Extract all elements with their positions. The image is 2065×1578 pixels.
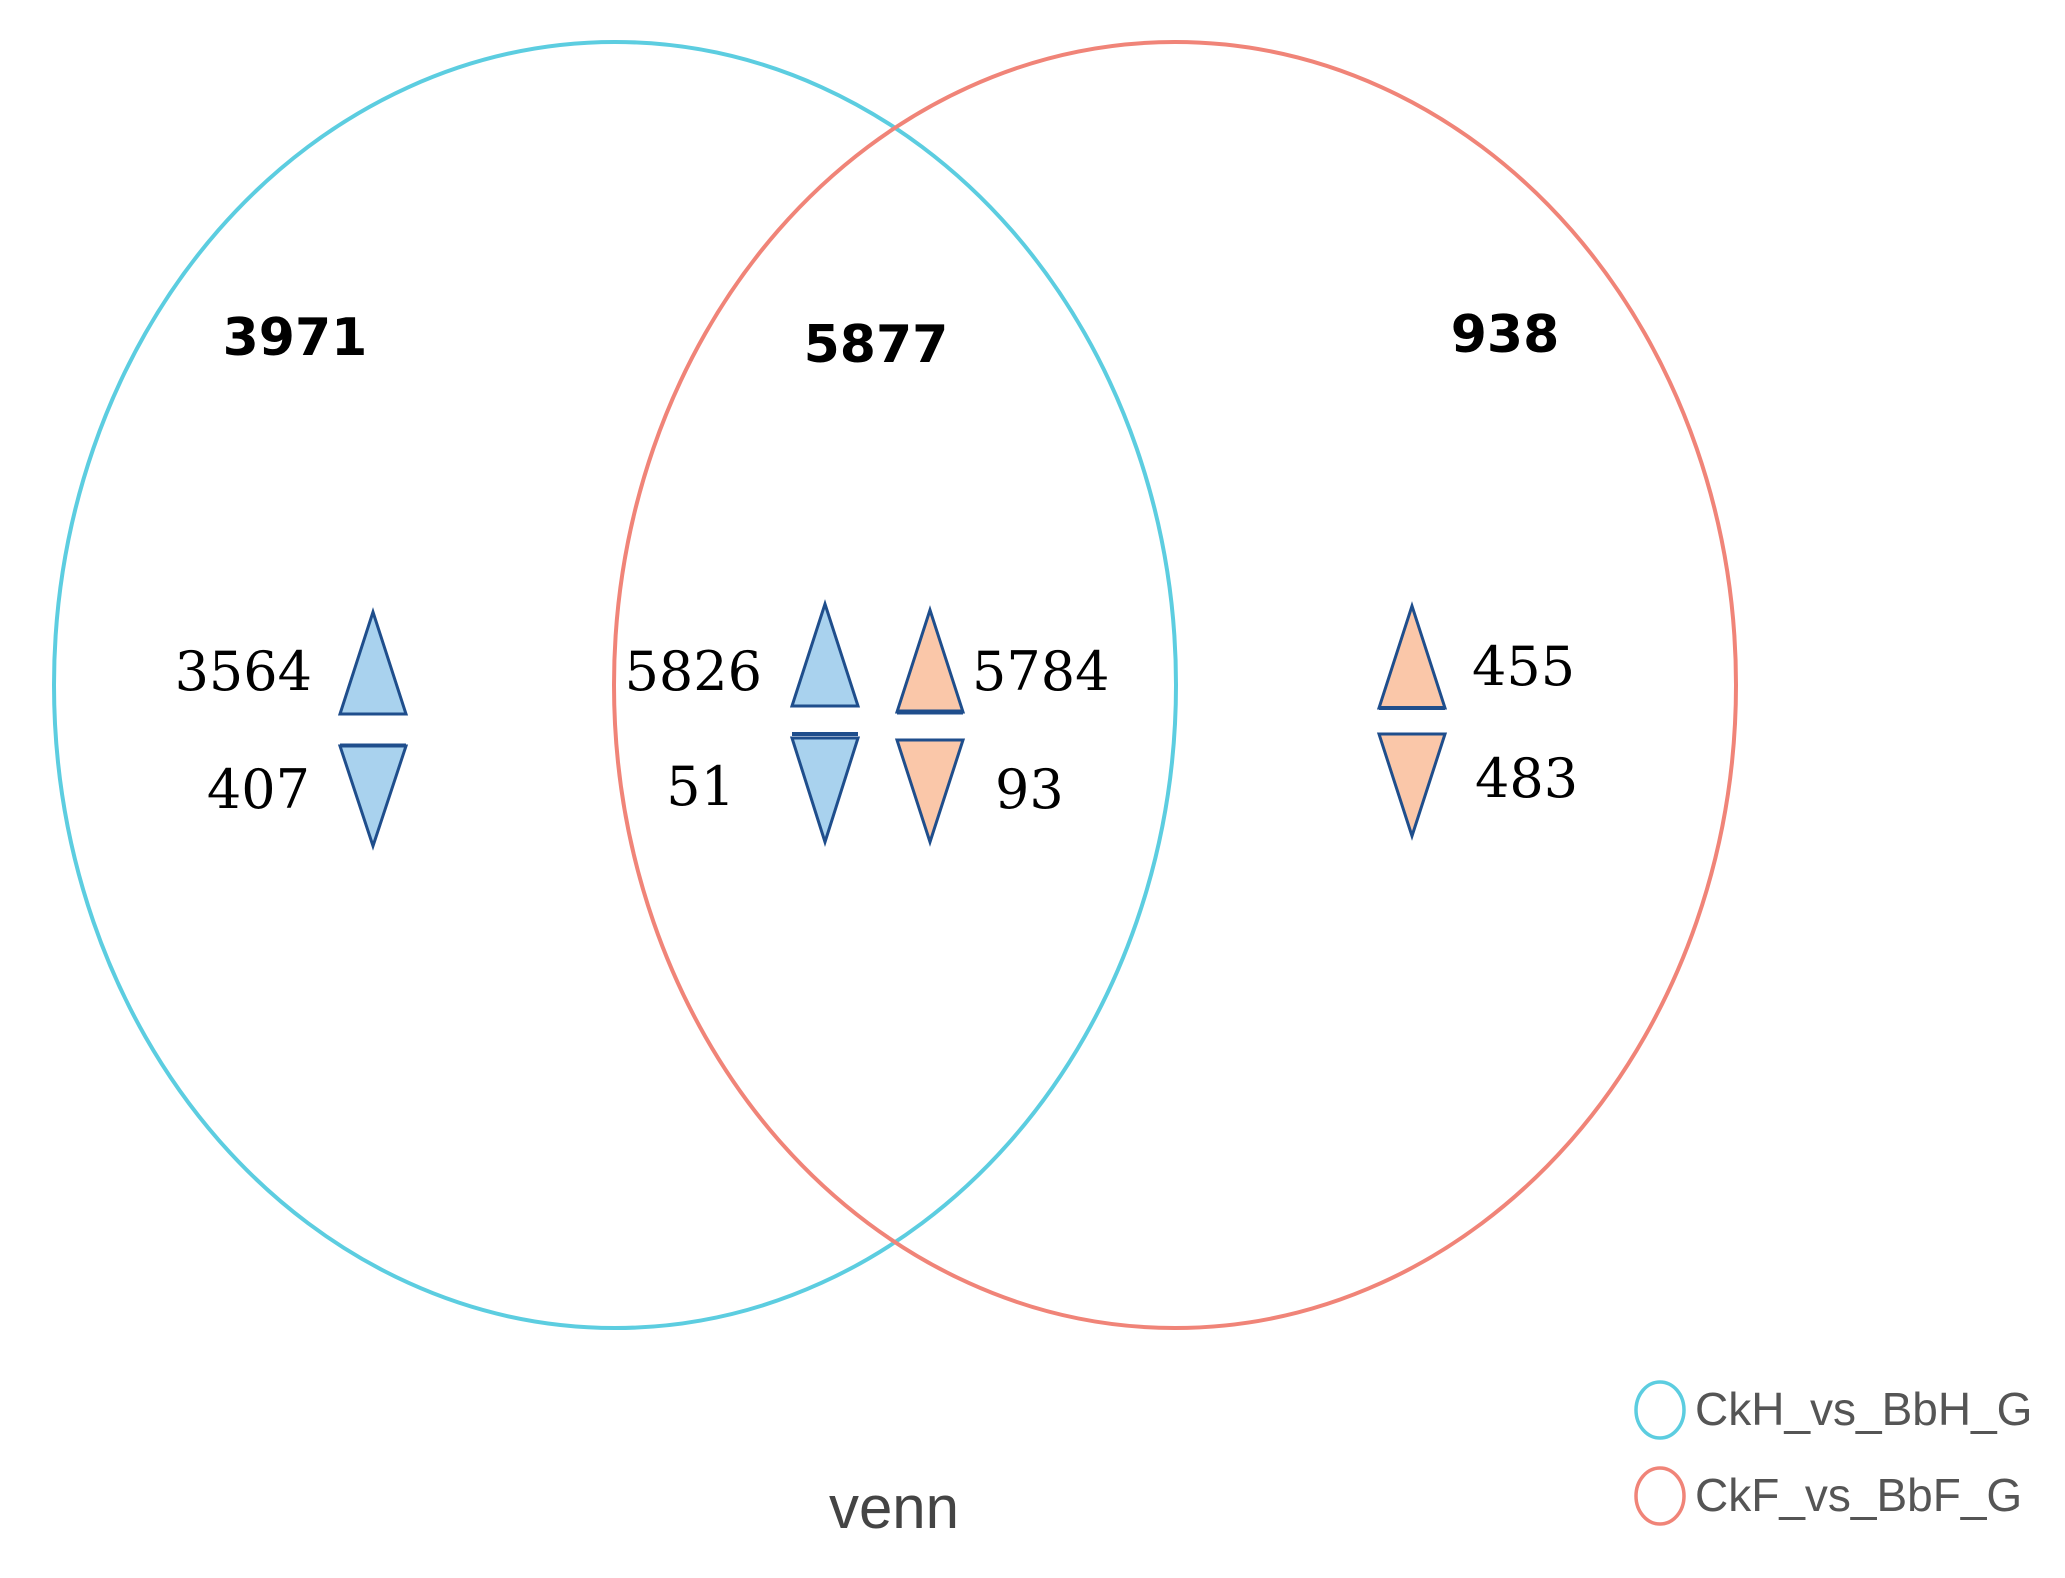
overlap-down-a-arrow-icon xyxy=(789,736,861,847)
left-only-up-arrow-icon xyxy=(337,607,409,716)
overlap-down-b-arrow-icon xyxy=(894,738,966,847)
right-only-up-count: 455 xyxy=(1472,635,1575,698)
legend: CkH_vs_BbH_G CkF_vs_BbF_G xyxy=(1634,1380,2032,1526)
legend-set-b-circle-icon xyxy=(1634,1466,1686,1526)
overlap-down-a-count: 51 xyxy=(666,755,735,818)
right-only-down-count: 483 xyxy=(1475,747,1578,810)
set-b-circle xyxy=(612,40,1738,1330)
left-only-total: 3971 xyxy=(223,308,368,368)
set-a-circle xyxy=(52,40,1178,1330)
right-only-total: 938 xyxy=(1451,305,1560,365)
overlap-up-a-arrow-icon xyxy=(789,599,861,708)
left-only-up-count: 3564 xyxy=(175,640,312,703)
right-only-down-arrow-icon xyxy=(1376,732,1448,841)
right-only-up-arrow-icon xyxy=(1376,601,1448,710)
left-only-down-count: 407 xyxy=(207,758,310,821)
diagram-caption: venn xyxy=(829,1474,959,1541)
overlap-up-a-count: 5826 xyxy=(625,640,762,703)
left-only-down-arrow-icon xyxy=(337,744,409,851)
legend-set-a-circle-icon xyxy=(1634,1380,1686,1440)
overlap-up-b-arrow-icon xyxy=(894,605,966,714)
overlap-down-b-count: 93 xyxy=(995,758,1064,821)
overlap-up-b-count: 5784 xyxy=(972,640,1109,703)
legend-set-b-label: CkF_vs_BbF_G xyxy=(1695,1469,2022,1521)
legend-set-a-label: CkH_vs_BbH_G xyxy=(1695,1383,2032,1435)
overlap-total: 5877 xyxy=(804,315,949,375)
